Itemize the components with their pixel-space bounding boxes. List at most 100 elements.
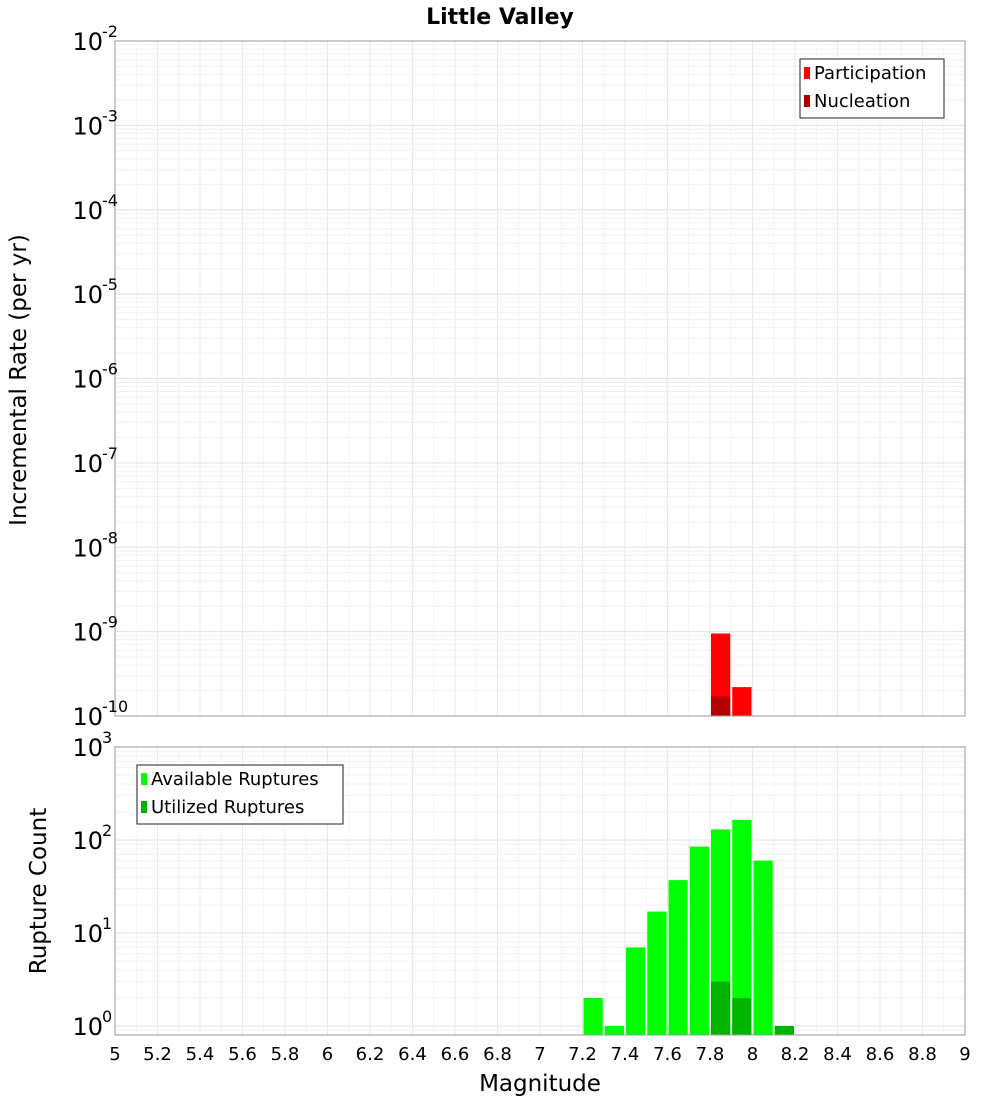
top-grid	[114, 40, 966, 717]
bar-available-ruptures	[689, 846, 709, 1035]
y-tick-base: 10	[72, 197, 103, 225]
x-tick-label: 6.6	[441, 1044, 470, 1065]
y-tick-exponent: 2	[102, 821, 112, 840]
x-tick-label: 6.2	[356, 1044, 385, 1065]
bar-available-ruptures	[647, 911, 667, 1035]
x-tick-label: 5	[109, 1044, 120, 1065]
y-tick-label: 10 -9	[72, 613, 118, 647]
x-tick-label: 6	[322, 1044, 333, 1065]
bottom-legend: Available Ruptures Utilized Ruptures	[136, 764, 344, 825]
legend-box	[799, 58, 945, 119]
x-tick-label: 9	[959, 1044, 970, 1065]
y-tick-exponent: -6	[102, 360, 118, 379]
x-axis-label: Magnitude	[479, 1071, 601, 1097]
legend-box	[136, 764, 344, 825]
y-tick-base: 10	[72, 619, 103, 647]
x-tick-label: 7.2	[568, 1044, 597, 1065]
x-tick-label: 7	[534, 1044, 545, 1065]
x-tick-labels: 5 5.2 5.4 5.6 5.8 6 6.2 6.4 6.6 6.8 7 7.2 7.4 7.6 7.8 8…	[109, 1044, 970, 1065]
legend-swatch	[804, 67, 810, 79]
y-tick-label: 10 -8	[72, 528, 118, 562]
bar-participation	[732, 687, 752, 716]
x-tick-label: 7.6	[653, 1044, 682, 1065]
bar-utilized-ruptures	[732, 997, 752, 1035]
x-tick-label: 8.6	[866, 1044, 895, 1065]
top-plot-frame	[114, 40, 966, 717]
y-tick-label: 10 -7	[72, 444, 118, 478]
y-tick-exponent: -5	[102, 275, 118, 294]
y-tick-label: 10 -3	[72, 106, 118, 140]
y-tick-base: 10	[72, 112, 103, 140]
x-tick-label: 6.4	[398, 1044, 427, 1065]
chart-title: Little Valley	[426, 5, 574, 30]
bar-utilized-ruptures	[711, 981, 731, 1035]
x-tick-label: 7.8	[696, 1044, 725, 1065]
y-tick-label: 10 -5	[72, 275, 118, 309]
y-tick-base: 10	[72, 703, 103, 731]
y-tick-label: 10 0	[72, 1007, 112, 1041]
x-tick-label: 5.6	[228, 1044, 257, 1065]
bottom-y-axis-label: Rupture Count	[26, 808, 52, 974]
top-bars	[711, 633, 752, 716]
y-tick-label: 10 2	[72, 821, 112, 855]
y-tick-label: 10 -2	[72, 22, 118, 56]
legend-swatch	[141, 773, 147, 785]
y-tick-base: 10	[72, 827, 103, 855]
y-tick-exponent: 1	[102, 914, 112, 933]
x-tick-label: 6.8	[483, 1044, 512, 1065]
bar-available-ruptures	[604, 1025, 624, 1035]
legend-label: Nucleation	[814, 91, 910, 112]
bar-utilized-ruptures	[774, 1025, 794, 1035]
y-tick-base: 10	[72, 1013, 103, 1041]
y-tick-base: 10	[72, 281, 103, 309]
y-tick-label: 10 -10	[72, 697, 128, 731]
legend-label: Available Ruptures	[151, 769, 319, 790]
x-tick-label: 5.4	[186, 1044, 215, 1065]
y-tick-exponent: 0	[102, 1007, 112, 1026]
y-tick-base: 10	[72, 920, 103, 948]
bottom-plot-frame	[114, 746, 966, 1036]
x-tick-label: 5.2	[143, 1044, 172, 1065]
y-tick-exponent: -4	[102, 191, 118, 210]
y-tick-exponent: -8	[102, 528, 118, 547]
y-tick-base: 10	[72, 734, 103, 762]
y-tick-label: 10 1	[72, 914, 112, 948]
y-tick-base: 10	[72, 534, 103, 562]
bar-nucleation	[711, 696, 731, 716]
x-tick-label: 8.4	[823, 1044, 852, 1065]
bottom-bars	[583, 819, 794, 1035]
legend-label: Utilized Ruptures	[151, 797, 304, 818]
y-tick-label: 10 -4	[72, 191, 118, 225]
x-tick-label: 7.4	[611, 1044, 640, 1065]
y-tick-exponent: -9	[102, 613, 118, 632]
y-tick-label: 10 3	[72, 728, 112, 762]
top-y-axis-label: Incremental Rate (per yr)	[6, 234, 32, 526]
y-tick-exponent: -7	[102, 444, 118, 463]
top-legend: Participation Nucleation	[799, 58, 945, 119]
x-tick-label: 8	[747, 1044, 758, 1065]
bar-participation	[711, 633, 731, 716]
x-tick-label: 8.8	[908, 1044, 937, 1065]
y-tick-label: 10 -6	[72, 360, 118, 394]
x-tick-label: 5.8	[271, 1044, 300, 1065]
y-tick-base: 10	[72, 28, 103, 56]
y-tick-exponent: -10	[102, 697, 128, 716]
bar-available-ruptures	[753, 860, 773, 1035]
y-tick-exponent: -3	[102, 106, 118, 125]
y-tick-exponent: -2	[102, 22, 118, 41]
legend-swatch	[804, 95, 810, 107]
bar-available-ruptures	[626, 947, 646, 1035]
y-tick-base: 10	[72, 450, 103, 478]
y-tick-base: 10	[72, 366, 103, 394]
bar-available-ruptures	[668, 880, 688, 1035]
x-tick-label: 8.2	[781, 1044, 810, 1065]
legend-swatch	[141, 801, 147, 813]
y-tick-exponent: 3	[102, 728, 112, 747]
bar-available-ruptures	[583, 997, 603, 1035]
legend-label: Participation	[814, 63, 926, 84]
